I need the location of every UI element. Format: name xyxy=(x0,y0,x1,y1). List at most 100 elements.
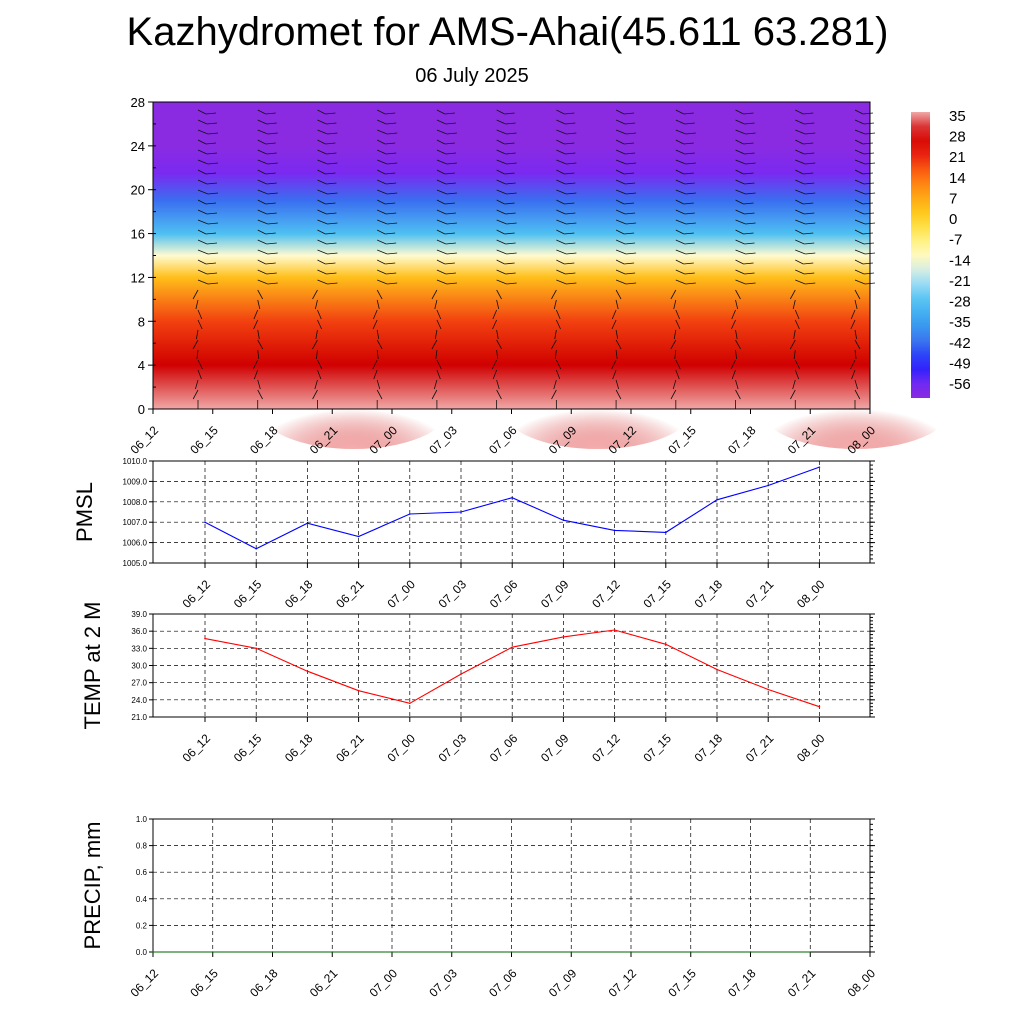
wind-barb-flag xyxy=(325,172,336,175)
data-point xyxy=(357,689,360,692)
wind-barb-flag xyxy=(744,242,755,245)
wind-barb-shaft xyxy=(496,179,506,185)
wind-barb-flag xyxy=(266,182,277,185)
wind-barb-flag xyxy=(327,192,338,195)
wind-barb-flag xyxy=(327,222,338,225)
wind-barb-shaft xyxy=(312,389,318,400)
data-point xyxy=(510,951,513,953)
data-point xyxy=(409,702,411,705)
wind-barb-shaft xyxy=(854,229,864,235)
wind-barb-shaft xyxy=(735,279,746,285)
pmsl-panel: 1005.0 1006.0 1007.0 1008.0 1009.0 1010.0 06_1… xyxy=(72,457,875,611)
wind-barb-flag xyxy=(505,152,516,155)
wind-barb-shaft xyxy=(615,239,626,245)
wind-barb-shaft xyxy=(615,389,622,400)
wind-barb-flag xyxy=(685,282,696,285)
wind-barb-shaft xyxy=(854,289,861,300)
wind-barb-flag xyxy=(266,152,277,155)
data-point xyxy=(511,646,513,648)
wind-barb-shaft xyxy=(192,289,199,300)
wind-barb-flag xyxy=(325,232,336,235)
wind-barb-flag xyxy=(863,242,875,245)
wind-barb-flag xyxy=(387,282,398,285)
data-point xyxy=(818,466,821,468)
wind-barb-shaft xyxy=(377,129,388,135)
wind-barb-shaft xyxy=(675,319,681,330)
data-point xyxy=(204,521,206,523)
wind-barb-shaft xyxy=(431,339,438,350)
wind-barb-shaft xyxy=(252,359,259,370)
wind-barb-shaft xyxy=(795,109,804,115)
wind-barb-flag xyxy=(205,112,217,115)
wind-barb-shaft xyxy=(735,179,745,185)
wind-barb-flag xyxy=(565,122,576,125)
wind-barb-shaft xyxy=(556,239,566,245)
wind-barb-shaft xyxy=(795,179,805,185)
wind-barb-shaft xyxy=(315,349,318,360)
wind-barb-shaft xyxy=(376,289,383,300)
wind-barb-shaft xyxy=(850,319,856,330)
x-tick-label: 08_00 xyxy=(845,966,879,1000)
wind-barb-flag xyxy=(326,242,337,245)
wind-barb-flag xyxy=(207,222,219,225)
wind-barb-shaft xyxy=(195,299,199,310)
wind-barb-shaft xyxy=(615,159,627,165)
wind-barb-flag xyxy=(504,112,515,115)
wind-barb-flag xyxy=(387,192,398,195)
wind-barb-shaft xyxy=(854,219,866,225)
data-point xyxy=(665,531,667,534)
wind-barb-shaft xyxy=(795,249,806,255)
wind-barb-shaft xyxy=(197,109,207,115)
colorbar-label: -42 xyxy=(949,335,971,352)
wind-barb-flag xyxy=(683,232,694,235)
wind-barb-flag xyxy=(385,172,396,175)
wind-barb-shaft xyxy=(435,349,438,360)
y-tick-label: 21.0 xyxy=(131,713,147,722)
wind-barb-flag xyxy=(564,232,575,235)
wind-barb-shaft xyxy=(436,179,447,185)
wind-barb-shaft xyxy=(675,149,685,155)
wind-barb-shaft xyxy=(257,289,264,300)
wind-barb-flag xyxy=(444,142,455,145)
wind-barb-flag xyxy=(385,202,396,205)
wind-barb-shaft xyxy=(854,389,861,400)
wind-barb-flag xyxy=(326,122,337,125)
wind-barb-shaft xyxy=(735,169,744,175)
wind-barb-shaft xyxy=(675,269,685,275)
wind-barb-flag xyxy=(387,132,398,135)
wind-barb-shaft xyxy=(257,149,267,155)
wind-barb-flag xyxy=(565,212,576,215)
colorbar-label: 7 xyxy=(949,190,957,207)
wind-barb-flag xyxy=(325,112,336,115)
wind-barb-flag xyxy=(505,182,516,185)
x-tick-label: 07_09 xyxy=(538,577,572,611)
wind-barb-shaft xyxy=(317,259,326,265)
wind-barb-shaft xyxy=(731,309,736,320)
wind-barb-flag xyxy=(446,252,457,255)
wind-barb-shaft xyxy=(854,159,866,165)
heatmap-field xyxy=(153,102,870,409)
wind-barb-shaft xyxy=(615,299,619,310)
wind-barb-shaft xyxy=(197,169,207,175)
wind-barb-flag xyxy=(626,132,637,135)
x-tick-label: 07_06 xyxy=(487,577,521,611)
wind-barb-shaft xyxy=(556,259,565,265)
wind-barb-shaft xyxy=(192,389,199,400)
wind-barb-shaft xyxy=(492,319,497,330)
wind-barb-flag xyxy=(624,232,635,235)
heatmap-y-tick-label: 16 xyxy=(131,227,145,242)
wind-barb-shaft xyxy=(675,179,685,185)
wind-barb-shaft xyxy=(257,229,266,235)
colorbar-label: 14 xyxy=(949,170,966,187)
wind-barb-shaft xyxy=(436,159,448,165)
wind-barb-shaft xyxy=(317,239,327,245)
x-tick-label: 07_00 xyxy=(384,577,418,611)
wind-barb-shaft xyxy=(854,189,866,195)
wind-barb-shaft xyxy=(492,309,498,320)
wind-barb-shaft xyxy=(556,129,567,135)
wind-barb-flag xyxy=(207,282,219,285)
wind-barb-shaft xyxy=(735,159,746,165)
wind-barb-shaft xyxy=(436,209,447,215)
wind-barb-shaft xyxy=(735,149,745,155)
wind-barb-shaft xyxy=(789,339,796,350)
